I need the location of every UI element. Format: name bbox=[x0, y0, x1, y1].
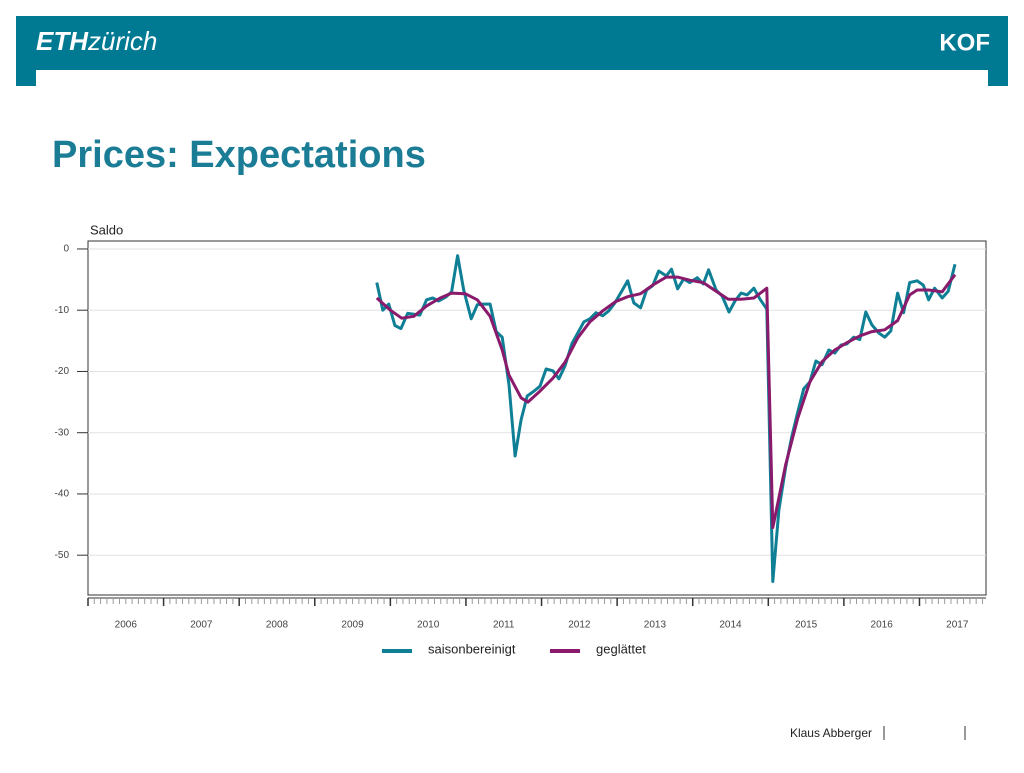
y-tick-label: -50 bbox=[55, 550, 70, 561]
legend-label: geglättet bbox=[596, 641, 646, 656]
header-leg bbox=[16, 70, 36, 86]
header-leg bbox=[988, 70, 1008, 86]
legend-label: saisonbereinigt bbox=[428, 641, 516, 656]
y-tick-label: -10 bbox=[55, 305, 70, 316]
x-tick-label: 2017 bbox=[946, 620, 969, 631]
brand: KOF bbox=[939, 29, 990, 56]
header-bar bbox=[16, 16, 1008, 70]
x-tick-label: 2012 bbox=[568, 620, 591, 631]
series-line bbox=[375, 273, 957, 530]
y-tick-label: -30 bbox=[55, 427, 70, 438]
series-line bbox=[375, 254, 957, 583]
x-tick-label: 2007 bbox=[190, 620, 213, 631]
x-tick-label: 2011 bbox=[493, 620, 515, 631]
x-tick-label: 2008 bbox=[266, 620, 289, 631]
y-axis-label: Saldo bbox=[90, 222, 123, 237]
logo-rest: zürich bbox=[87, 26, 157, 56]
x-tick-label: 2009 bbox=[341, 620, 364, 631]
x-tick-label: 2010 bbox=[417, 620, 440, 631]
x-tick-label: 2014 bbox=[719, 620, 742, 631]
x-tick-label: 2006 bbox=[115, 620, 138, 631]
footer-author: Klaus Abberger bbox=[790, 726, 872, 740]
x-tick-label: 2015 bbox=[795, 620, 818, 631]
logo-bold: ETH bbox=[36, 26, 89, 56]
slide-title: Prices: Expectations bbox=[52, 134, 426, 176]
plot-frame bbox=[87, 240, 987, 596]
y-tick-label: -20 bbox=[55, 366, 70, 377]
y-tick-label: -40 bbox=[55, 489, 70, 500]
x-tick-label: 2013 bbox=[644, 620, 667, 631]
x-tick-label: 2016 bbox=[871, 620, 894, 631]
y-tick-label: 0 bbox=[63, 244, 69, 255]
